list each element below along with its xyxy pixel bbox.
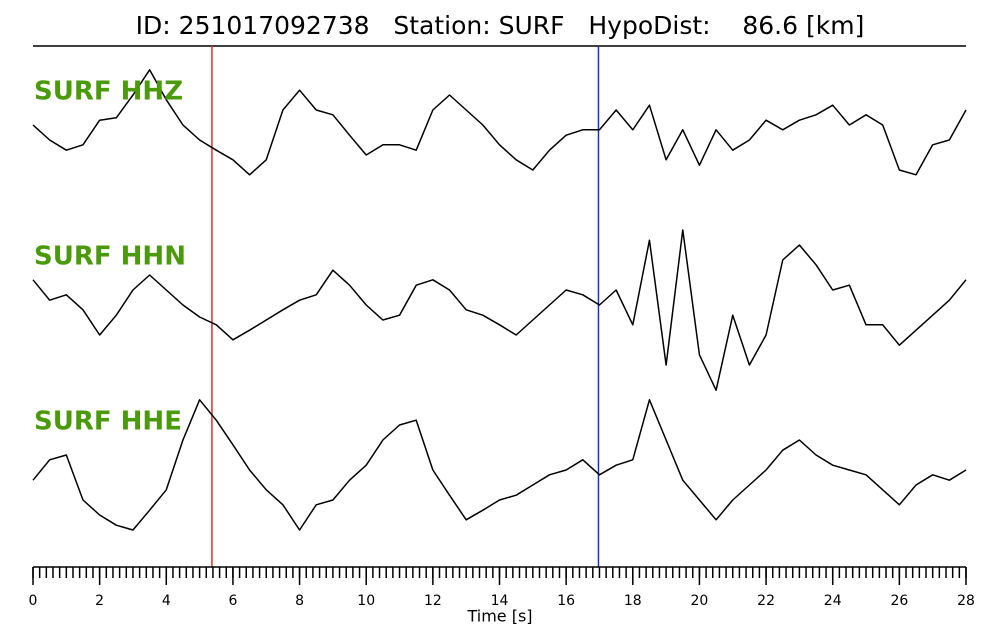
x-tick-label: 26 xyxy=(890,593,908,609)
trace xyxy=(32,399,967,531)
x-tick-label: 18 xyxy=(624,593,642,609)
x-tick-label: 16 xyxy=(557,593,575,609)
x-tick-label: 8 xyxy=(295,593,304,609)
x-tick-label: 12 xyxy=(424,593,442,609)
x-tick-label: 14 xyxy=(491,593,509,609)
x-tick-label: 22 xyxy=(757,593,775,609)
x-tick-label: 4 xyxy=(162,593,171,609)
x-tick-label: 24 xyxy=(824,593,842,609)
x-tick-label: 0 xyxy=(29,593,38,609)
trace xyxy=(32,229,967,391)
chart-title: ID: 251017092738 Station: SURF HypoDist:… xyxy=(136,11,865,40)
x-tick-label: 10 xyxy=(357,593,375,609)
x-tick-label: 28 xyxy=(957,593,975,609)
x-tick-label: 20 xyxy=(691,593,709,609)
x-tick-label: 6 xyxy=(228,593,237,609)
x-axis-label: Time [s] xyxy=(466,607,532,626)
x-tick-label: 2 xyxy=(95,593,104,609)
trace-label: SURF HHE xyxy=(34,407,182,437)
trace-label: SURF HHN xyxy=(34,242,186,272)
trace-label: SURF HHZ xyxy=(34,77,183,107)
trace xyxy=(32,69,967,176)
